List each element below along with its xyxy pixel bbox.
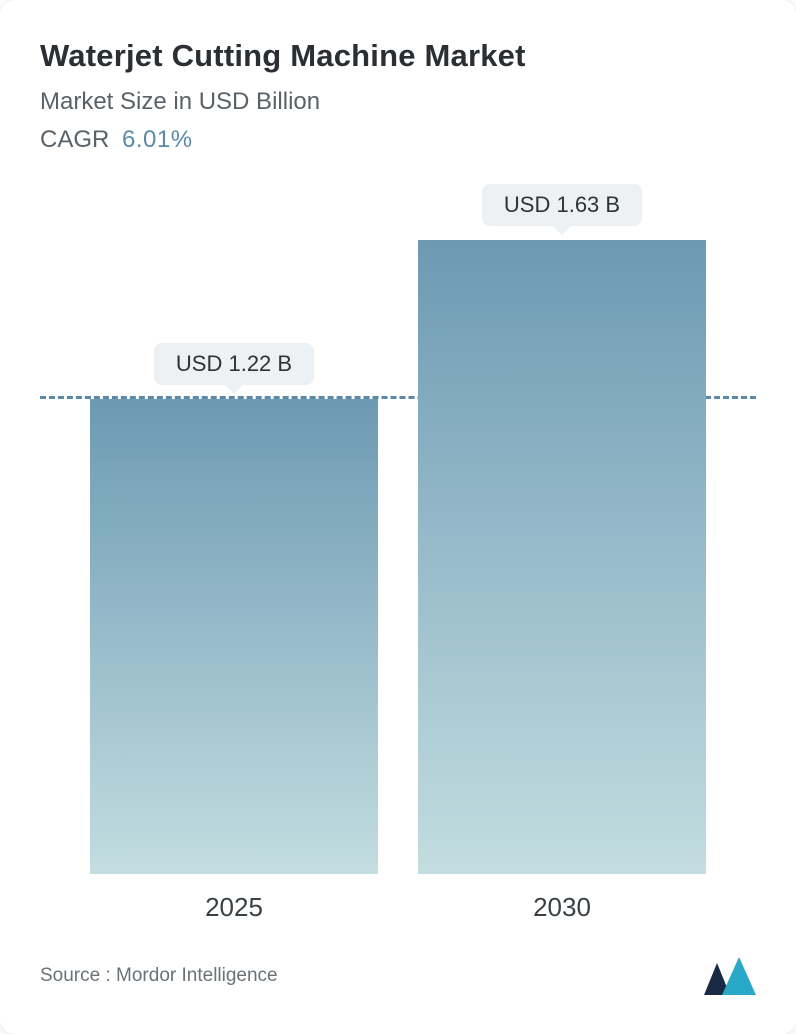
bar-column-2030: USD 1.63 B bbox=[418, 184, 707, 874]
market-chart-card: Waterjet Cutting Machine Market Market S… bbox=[0, 0, 796, 1034]
x-label-2030: 2030 bbox=[418, 892, 707, 923]
source-text: Source : Mordor Intelligence bbox=[40, 965, 278, 987]
chart-plot-area: USD 1.22 B USD 1.63 B bbox=[40, 184, 756, 874]
value-pill-2030: USD 1.63 B bbox=[482, 184, 642, 226]
x-label-2025: 2025 bbox=[90, 892, 379, 923]
logo-right-shape bbox=[722, 957, 756, 995]
cagr-value: 6.01% bbox=[122, 126, 193, 153]
bar-2030 bbox=[418, 240, 707, 874]
cagr-row: CAGR 6.01% bbox=[40, 126, 756, 154]
chart-title: Waterjet Cutting Machine Market bbox=[40, 38, 756, 74]
mordor-intelligence-logo-icon bbox=[704, 957, 756, 995]
chart-footer: Source : Mordor Intelligence bbox=[40, 923, 756, 995]
value-pill-2025: USD 1.22 B bbox=[154, 343, 314, 385]
bar-2025 bbox=[90, 399, 379, 874]
bars-container: USD 1.22 B USD 1.63 B bbox=[40, 184, 756, 874]
x-axis-labels: 2025 2030 bbox=[40, 874, 756, 923]
cagr-label: CAGR bbox=[40, 126, 109, 153]
bar-column-2025: USD 1.22 B bbox=[90, 184, 379, 874]
chart-subtitle: Market Size in USD Billion bbox=[40, 88, 756, 116]
